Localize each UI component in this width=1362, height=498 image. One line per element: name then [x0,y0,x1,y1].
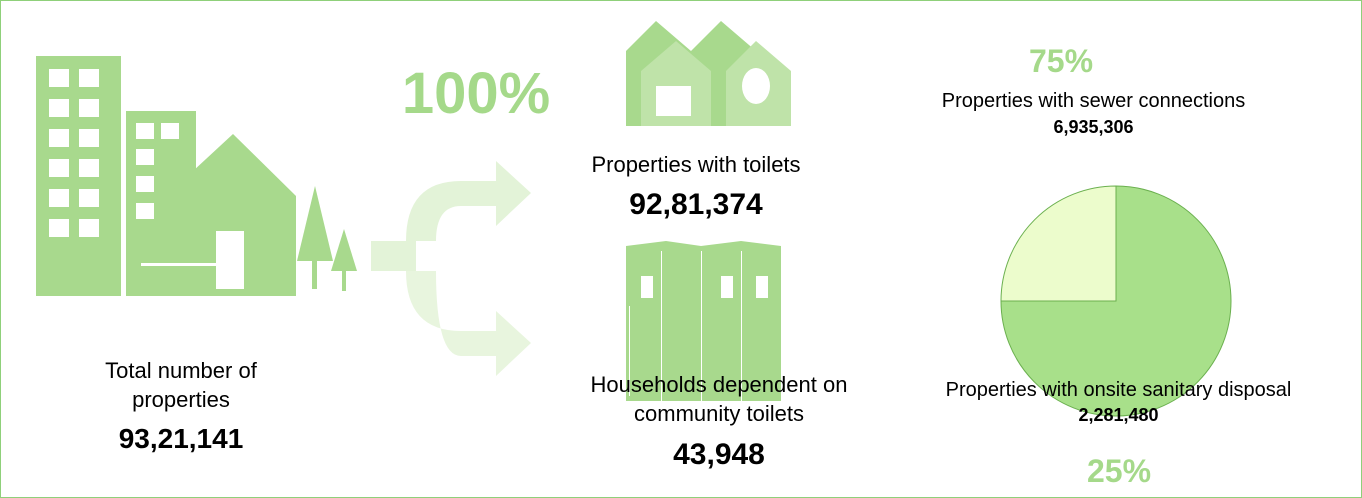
onsite-label: Properties with onsite sanitary disposal [896,377,1341,403]
onsite-value: 2,281,480 [896,404,1341,427]
split-arrow [371,161,531,376]
sewer-value: 6,935,306 [901,116,1286,139]
sewer-label: Properties with sewer connections [901,88,1286,114]
toilets-percent: 100% [371,56,581,131]
toilets-value: 92,81,374 [546,185,846,224]
toilets-label: Properties with toilets [546,151,846,180]
toilet-houses-icon [626,21,791,126]
sewer-percent: 75% [961,41,1161,83]
buildings-icon [36,56,357,296]
total-label: Total number of properties [61,357,301,414]
infographic: Total number of properties 93,21,141 100… [0,0,1362,498]
pie-slice [1001,186,1116,301]
community-label: Households dependent on community toilet… [559,371,879,428]
total-value: 93,21,141 [61,421,301,457]
onsite-percent: 25% [1019,451,1219,493]
community-value: 43,948 [559,435,879,474]
